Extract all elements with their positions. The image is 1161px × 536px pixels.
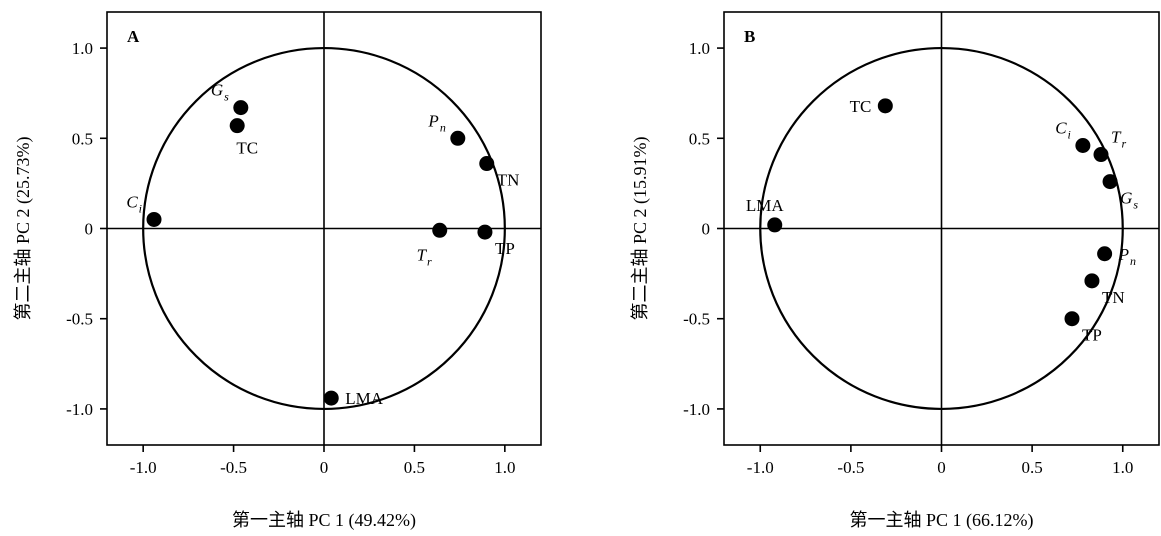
point-label-pn: Pn (1118, 245, 1136, 268)
data-point-tn (1084, 273, 1100, 289)
y-axis-title: 第二主轴 PC 2 (15.91%) (630, 136, 651, 320)
data-point-lma (767, 217, 783, 233)
x-tick-label: 0.5 (1022, 458, 1043, 477)
data-point-tr (432, 222, 448, 238)
data-point-ci (1075, 138, 1091, 154)
panel-letter: B (744, 27, 755, 46)
x-tick-label: 0 (320, 458, 329, 477)
x-tick-label: -1.0 (130, 458, 157, 477)
y-tick-label: 0 (702, 220, 711, 239)
data-point-pn (450, 130, 466, 146)
data-point-tp (1064, 311, 1080, 327)
point-label-tr: Tr (1111, 128, 1126, 151)
y-tick-label: -0.5 (66, 310, 93, 329)
x-tick-label: -1.0 (747, 458, 774, 477)
point-label-lma: LMA (746, 196, 785, 215)
data-point-tp (477, 224, 493, 240)
x-tick-label: 0 (937, 458, 946, 477)
panel-a: -1.0 -0.5 0 0.5 1.0 -1.0 -0.5 0 0.5 1.0 第一主轴 PC 1 … (13, 11, 542, 531)
point-label-lma: LMA (345, 389, 384, 408)
point-label-pn: Pn (427, 111, 445, 134)
data-point-tc (877, 98, 893, 114)
x-tick-label: 0.5 (404, 458, 425, 477)
data-point-ci (146, 211, 162, 227)
data-point-tn (479, 156, 495, 172)
point-label-tc: TC (850, 97, 872, 116)
x-tick-label: -0.5 (837, 458, 864, 477)
data-point-tc (229, 118, 245, 134)
y-tick-label: 0.5 (72, 129, 93, 148)
x-tick-label: 1.0 (494, 458, 515, 477)
x-axis-title: 第一主轴 PC 1 (66.12%) (850, 510, 1034, 531)
data-point-pn (1097, 246, 1113, 262)
panel-b: -1.0 -0.5 0 0.5 1.0 -1.0 -0.5 0 0.5 1.0 第一主轴 PC 1 … (630, 11, 1160, 531)
point-label-tp: TP (495, 239, 515, 258)
y-tick-label: 1.0 (72, 39, 93, 58)
point-label-tc: TC (236, 139, 258, 158)
y-tick-label: 0 (85, 220, 94, 239)
panel-letter: A (127, 27, 140, 46)
point-label-tp: TP (1082, 326, 1102, 345)
point-label-ci: Ci (1055, 119, 1071, 142)
data-point-gs (233, 100, 249, 116)
point-label-tn: TN (497, 171, 520, 190)
y-tick-label: 0.5 (689, 129, 710, 148)
data-point-tr (1093, 147, 1109, 163)
y-tick-label: 1.0 (689, 39, 710, 58)
y-tick-label: -0.5 (683, 310, 710, 329)
point-label-tn: TN (1102, 288, 1125, 307)
y-axis-title: 第二主轴 PC 2 (25.73%) (13, 136, 34, 320)
x-axis-title: 第一主轴 PC 1 (49.42%) (232, 510, 416, 531)
point-label-gs: Gs (211, 81, 229, 104)
data-point-lma (323, 390, 339, 406)
point-label-tr: Tr (417, 245, 432, 268)
x-tick-label: 1.0 (1112, 458, 1133, 477)
y-tick-label: -1.0 (683, 400, 710, 419)
data-point-gs (1102, 174, 1118, 190)
y-tick-label: -1.0 (66, 400, 93, 419)
point-label-ci: Ci (126, 192, 142, 215)
x-tick-label: -0.5 (220, 458, 247, 477)
point-label-gs: Gs (1120, 189, 1138, 212)
